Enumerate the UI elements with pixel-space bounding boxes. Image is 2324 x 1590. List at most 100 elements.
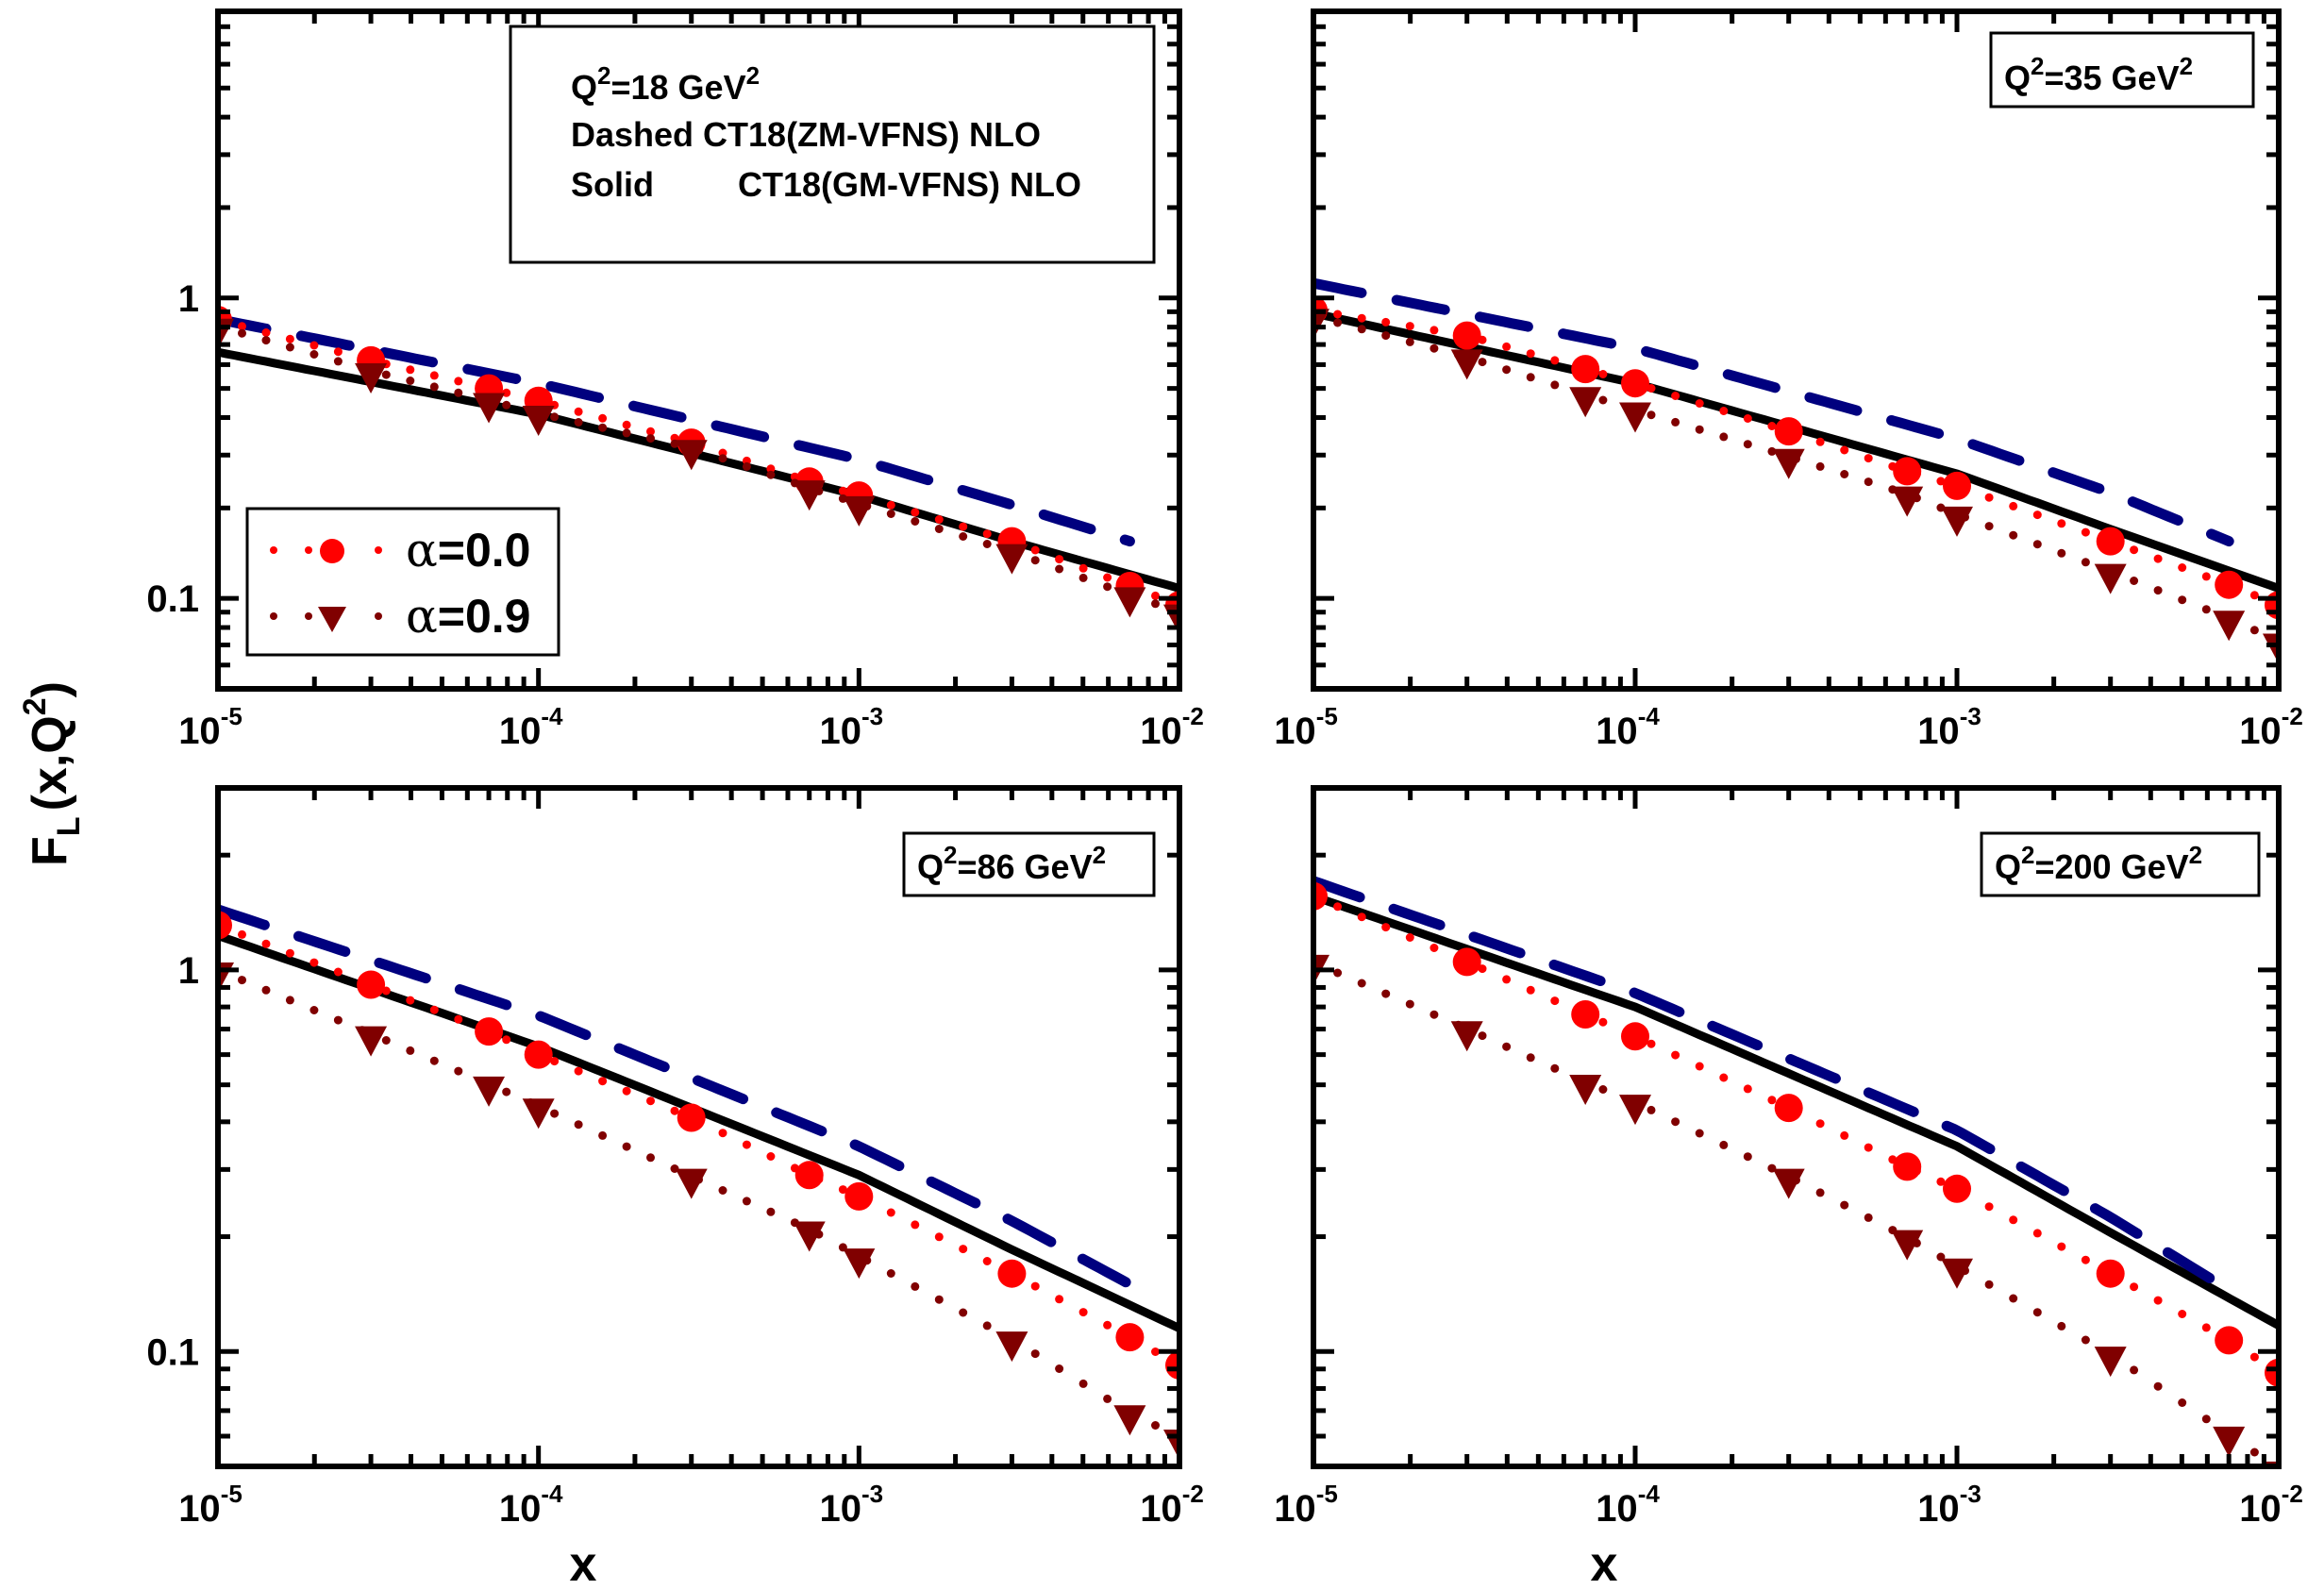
dotted-line-dot [285, 948, 294, 958]
dotted-line-dot [1151, 591, 1160, 600]
y-tick-label: 0.1 [146, 1331, 199, 1373]
dotted-line-dot [1430, 944, 1439, 952]
dotted-line-dot [1695, 399, 1704, 408]
dotted-line-dot [646, 1153, 655, 1163]
dotted-line-dot [2057, 519, 2066, 528]
dotted-line-dot [959, 522, 968, 531]
info-box: Q2=18 GeV2 Dashed CT18(ZM-VFNS) NLO Soli… [509, 25, 1156, 264]
y-axis-title-main: F [23, 836, 77, 866]
dotted-line-dot [309, 341, 319, 350]
dotted-line-dot [2130, 545, 2139, 555]
dotted-line-dot [2153, 586, 2163, 595]
x-tick-label: 10-3 [1917, 702, 1981, 752]
dotted-line-dot [1357, 912, 1366, 922]
plot-frame [1311, 785, 2282, 1469]
data-point-circle [2096, 527, 2125, 556]
dotted-line-dot [1405, 337, 1414, 346]
dotted-line-dot [261, 985, 271, 995]
series-alpha-0 [1313, 295, 2279, 620]
dotted-line-dot [934, 515, 944, 524]
data-point-triangle [2213, 611, 2246, 642]
x-tick-label: 10-5 [1274, 1480, 1338, 1530]
x-tick-label: 10-5 [1274, 702, 1338, 752]
dotted-line-dot [1840, 1130, 1849, 1140]
dotted-line-dot [1647, 1039, 1656, 1048]
dotted-line-dot [1430, 326, 1439, 335]
dotted-line-dot [1357, 979, 1366, 988]
q2-label-box: Q2=86 GeV2 [902, 831, 1156, 897]
dotted-line-dot [574, 1066, 583, 1076]
dotted-line-dot [646, 1096, 655, 1106]
info-box-dashed-label: Dashed CT18(ZM-VFNS) NLO [571, 115, 1041, 154]
q2-label-frame [1980, 831, 2261, 897]
y-axis-title-sub: L [51, 816, 87, 836]
data-point-triangle [1619, 402, 1651, 433]
data-point-triangle [843, 495, 876, 527]
dotted-line-dot [406, 365, 415, 375]
data-point-triangle [522, 405, 555, 436]
dotted-line-dot [2201, 572, 2211, 581]
data-point-circle [1621, 369, 1649, 398]
data-point-circle [357, 970, 386, 999]
dotted-line-dot [261, 939, 271, 948]
dotted-line-dot [934, 1232, 944, 1242]
dotted-line-dot [1478, 358, 1487, 367]
dotted-line-dot [1502, 975, 1512, 984]
dotted-line-dot [502, 400, 511, 410]
data-point-circle [2265, 1358, 2279, 1387]
dotted-line-dot [1695, 1129, 1704, 1138]
dotted-line-dot [309, 1006, 319, 1014]
dotted-line-dot [2057, 548, 2066, 558]
data-point-circle [1571, 1000, 1600, 1029]
data-point-triangle [1941, 1258, 1973, 1289]
dotted-line-dot [1502, 1042, 1512, 1051]
dotted-line-dot [406, 996, 415, 1005]
q2-label-text: Q2=200 GeV2 [1995, 841, 2202, 886]
dotted-line-dot [1333, 968, 1343, 978]
data-point-triangle [2094, 1347, 2127, 1378]
x-tick-label: 10-5 [178, 702, 242, 752]
dotted-line-dot [2032, 510, 2042, 520]
dotted-line-dot [1815, 1188, 1825, 1197]
dotted-line-dot [2249, 626, 2259, 635]
dotted-line-dot [1719, 432, 1729, 442]
dotted-line-dot [2153, 1381, 2163, 1391]
data-point-circle [1774, 1094, 1803, 1123]
dotted-line-dot [1695, 425, 1704, 434]
x-tick-label: 10-3 [820, 702, 884, 752]
dotted-line-dot [1430, 343, 1439, 353]
y-axis-title-sup: 2 [17, 697, 53, 715]
data-point-circle [2215, 1326, 2244, 1355]
dotted-line-dot [886, 1269, 895, 1278]
data-point-triangle [522, 1098, 555, 1130]
dotted-line-dot [622, 1142, 631, 1151]
plot-area [1313, 876, 2279, 1466]
dotted-line-dot [886, 510, 895, 518]
plot-area [218, 904, 1179, 1460]
q2-label-box: Q2=35 GeV2 [1989, 31, 2255, 109]
series-alpha-0 [1313, 881, 2279, 1387]
dotted-line-dot [454, 377, 463, 386]
dotted-line-dot [1815, 1119, 1825, 1129]
dotted-line-dot [1151, 1347, 1160, 1356]
dotted-line-dot [1502, 342, 1512, 351]
dotted-line-dot [2201, 1323, 2211, 1332]
q2-label-text: Q2=35 GeV2 [2004, 52, 2193, 97]
dotted-line-dot [1103, 1394, 1112, 1403]
dotted-line-dot [2153, 554, 2163, 563]
y-tick-label: 1 [178, 278, 199, 320]
dotted-line-dot [742, 1140, 751, 1149]
legend-dot [375, 546, 382, 554]
data-point-triangle [355, 362, 388, 393]
dotted-line-dot [1103, 582, 1112, 592]
info-box-solid-label: Solid [571, 165, 654, 204]
dotted-line-dot [1598, 1017, 1608, 1027]
y-axis-title-rest: (x,Q [23, 715, 77, 811]
dotted-line-dot [1936, 1177, 1946, 1186]
dotted-line-dot [911, 1281, 920, 1291]
dotted-line-dot [1030, 1349, 1040, 1359]
dotted-line-dot [1840, 1200, 1849, 1210]
dotted-line-dot [1743, 1084, 1752, 1094]
q2-label-frame [1989, 31, 2255, 109]
data-point-triangle [1569, 1074, 1602, 1105]
